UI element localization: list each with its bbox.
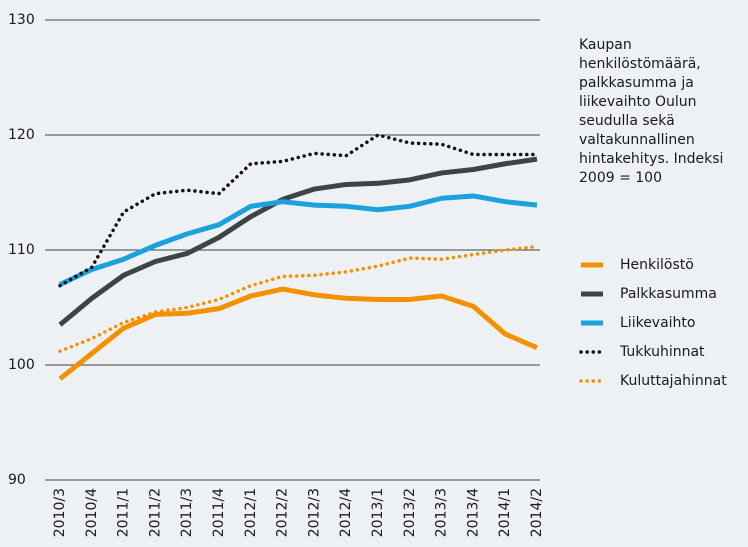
x-tick-label: 2010/3 — [52, 488, 68, 537]
legend-label: Tukkuhinnat — [619, 344, 705, 360]
x-tick-label: 2011/2 — [147, 488, 163, 537]
y-tick-label: 130 — [8, 12, 35, 28]
y-tick-label: 120 — [8, 127, 35, 143]
x-tick-label: 2013/4 — [465, 488, 481, 537]
annotation: Kaupan henkilöstömäärä, palkkasumma ja l… — [579, 37, 724, 186]
legend-label: Henkilöstö — [620, 257, 694, 273]
series-line — [58, 244, 539, 353]
series-line — [58, 193, 538, 287]
legend-label: Palkkasumma — [620, 286, 717, 302]
series-line — [58, 156, 538, 327]
x-tick-label: 2014/2 — [529, 488, 545, 537]
y-tick-label: 90 — [8, 472, 26, 488]
x-tick-label: 2011/1 — [116, 488, 132, 537]
x-tick-label: 2013/3 — [434, 488, 450, 537]
x-tick-label: 2012/4 — [338, 488, 354, 537]
x-tick-label: 2014/1 — [497, 488, 513, 537]
legend-label: Liikevaihto — [620, 315, 695, 331]
x-tick-label: 2011/3 — [179, 488, 195, 537]
x-tick-label: 2011/4 — [211, 488, 227, 537]
y-tick-label: 110 — [8, 242, 35, 258]
series-line — [58, 133, 539, 288]
series-line — [58, 286, 538, 381]
x-tick-label: 2013/1 — [370, 488, 386, 537]
legend-label: Kuluttajahinnat — [620, 373, 727, 389]
x-tick-label: 2010/4 — [84, 488, 100, 537]
x-tick-label: 2012/3 — [306, 488, 322, 537]
x-tick-label: 2012/2 — [275, 488, 291, 537]
y-tick-label: 100 — [8, 357, 35, 373]
x-tick-label: 2012/1 — [243, 488, 259, 537]
x-tick-label: 2013/2 — [402, 488, 418, 537]
